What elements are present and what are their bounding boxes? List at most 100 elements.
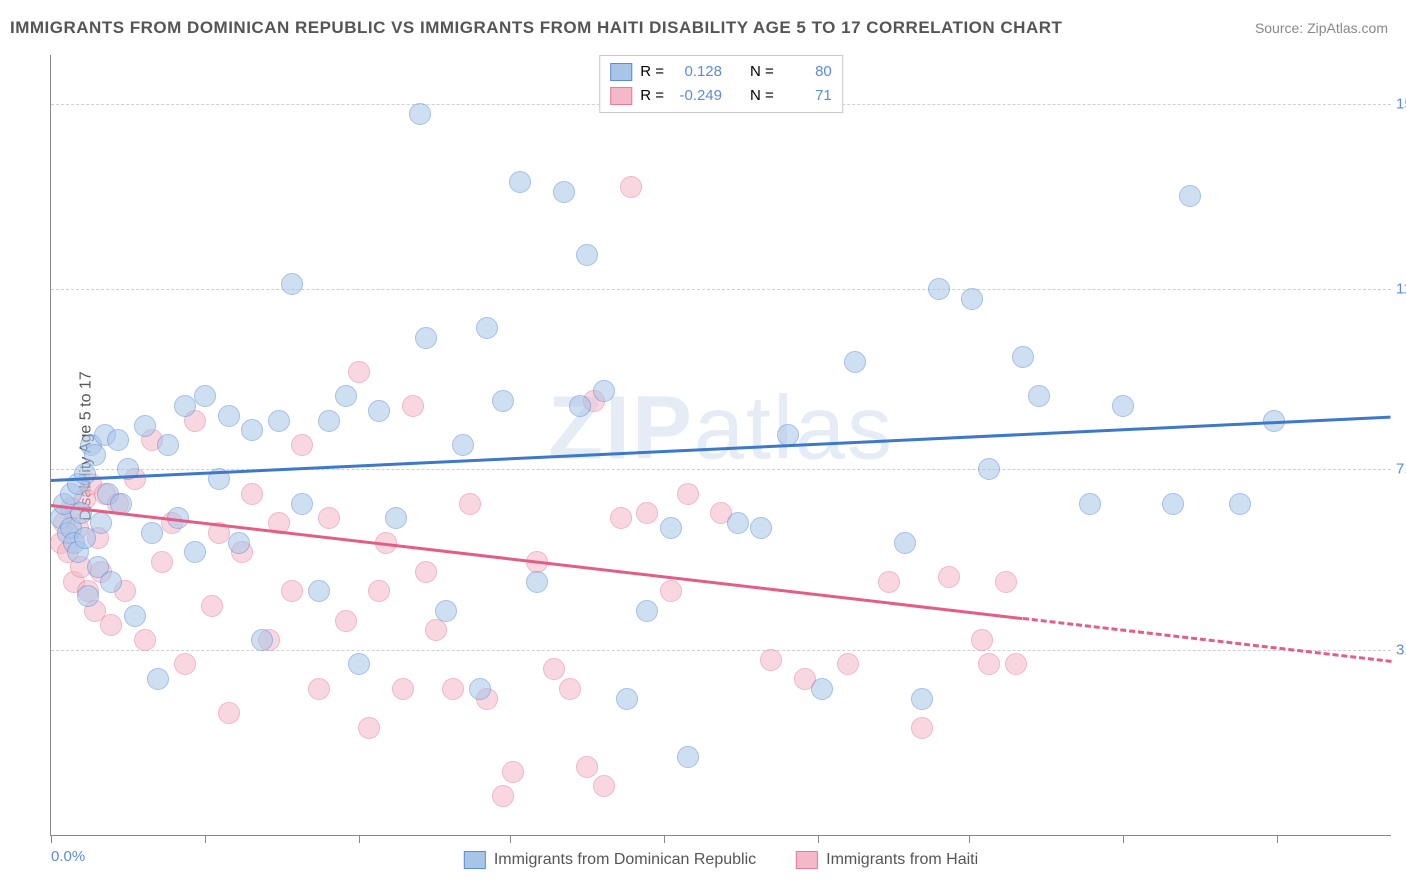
data-point (291, 434, 313, 456)
data-point (368, 580, 390, 602)
data-point (174, 653, 196, 675)
n-label: N = (750, 60, 774, 84)
data-point (218, 405, 240, 427)
data-point (1079, 493, 1101, 515)
data-point (476, 317, 498, 339)
legend-row-series-1: R = 0.128 N = 80 (610, 60, 832, 84)
data-point (492, 785, 514, 807)
chart-title: IMMIGRANTS FROM DOMINICAN REPUBLIC VS IM… (10, 18, 1062, 38)
data-point (928, 278, 950, 300)
data-point (543, 658, 565, 680)
data-point (358, 717, 380, 739)
data-point (509, 171, 531, 193)
data-point (442, 678, 464, 700)
data-point (1028, 385, 1050, 407)
data-point (151, 551, 173, 573)
data-point (228, 532, 250, 554)
data-point (318, 507, 340, 529)
x-tick (818, 835, 819, 843)
legend-swatch-series-2 (610, 87, 632, 105)
y-tick-label: 11.2% (1396, 281, 1406, 298)
data-point (318, 410, 340, 432)
data-point (77, 585, 99, 607)
data-point (569, 395, 591, 417)
data-point (492, 390, 514, 412)
data-point (409, 103, 431, 125)
data-point (878, 571, 900, 593)
data-point (134, 629, 156, 651)
legend-label-series-2: Immigrants from Haiti (826, 851, 978, 869)
data-point (660, 580, 682, 602)
data-point (184, 541, 206, 563)
data-point (677, 483, 699, 505)
data-point (576, 756, 598, 778)
data-point (291, 493, 313, 515)
data-point (107, 429, 129, 451)
legend-item-series-2: Immigrants from Haiti (796, 851, 978, 869)
data-point (610, 507, 632, 529)
data-point (459, 493, 481, 515)
data-point (938, 566, 960, 588)
data-point (1162, 493, 1184, 515)
data-point (281, 273, 303, 295)
data-point (308, 580, 330, 602)
data-point (593, 380, 615, 402)
data-point (452, 434, 474, 456)
data-point (100, 571, 122, 593)
data-point (1112, 395, 1134, 417)
data-point (124, 605, 146, 627)
legend-row-series-2: R = -0.249 N = 71 (610, 84, 832, 108)
data-point (100, 614, 122, 636)
data-point (241, 419, 263, 441)
data-point (502, 761, 524, 783)
data-point (620, 176, 642, 198)
gridline (51, 650, 1391, 651)
data-point (90, 512, 112, 534)
x-tick (1123, 835, 1124, 843)
x-tick (205, 835, 206, 843)
data-point (348, 361, 370, 383)
n-label: N = (750, 84, 774, 108)
data-point (1005, 653, 1027, 675)
data-point (368, 400, 390, 422)
data-point (335, 385, 357, 407)
data-point (971, 629, 993, 651)
r-label: R = (640, 60, 664, 84)
n-value-series-1: 80 (782, 60, 832, 84)
data-point (760, 649, 782, 671)
data-point (70, 502, 92, 524)
data-point (392, 678, 414, 700)
data-point (348, 653, 370, 675)
data-point (811, 678, 833, 700)
data-point (141, 522, 163, 544)
data-point (435, 600, 457, 622)
source-attribution: Source: ZipAtlas.com (1255, 20, 1388, 36)
data-point (402, 395, 424, 417)
data-point (268, 410, 290, 432)
x-tick (969, 835, 970, 843)
data-point (194, 385, 216, 407)
data-point (636, 502, 658, 524)
data-point (281, 580, 303, 602)
data-point (660, 517, 682, 539)
data-point (978, 653, 1000, 675)
r-value-series-1: 0.128 (672, 60, 722, 84)
data-point (425, 619, 447, 641)
x-tick (1277, 835, 1278, 843)
watermark-text: ZIP (548, 379, 694, 479)
data-point (174, 395, 196, 417)
legend-label-series-1: Immigrants from Dominican Republic (494, 851, 756, 869)
data-point (616, 688, 638, 710)
y-tick-label: 7.5% (1396, 461, 1406, 478)
r-value-series-2: -0.249 (672, 84, 722, 108)
data-point (526, 571, 548, 593)
data-point (553, 181, 575, 203)
data-point (74, 463, 96, 485)
data-point (415, 561, 437, 583)
legend-swatch-series-2 (796, 851, 818, 869)
x-tick (510, 835, 511, 843)
data-point (911, 717, 933, 739)
data-point (995, 571, 1017, 593)
legend-item-series-1: Immigrants from Dominican Republic (464, 851, 756, 869)
data-point (911, 688, 933, 710)
